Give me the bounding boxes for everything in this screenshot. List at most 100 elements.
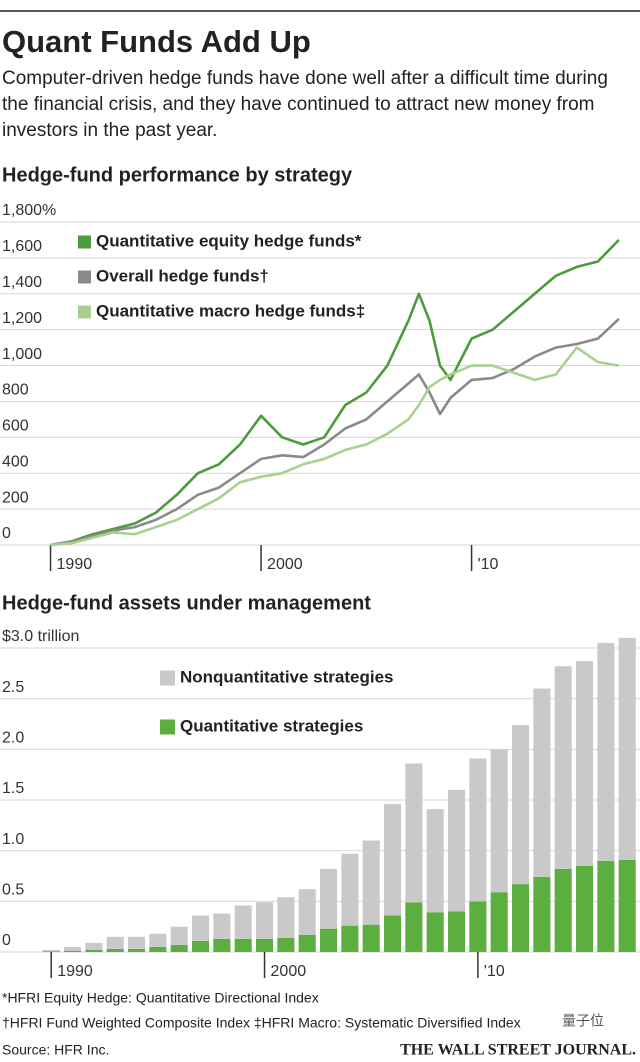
footnote: †HFRI Fund Weighted Composite Index ‡HFR… — [2, 1015, 521, 1031]
bar-segment — [320, 868, 338, 929]
bar-segment — [490, 892, 508, 952]
y-tick-label: 2.5 — [2, 679, 24, 696]
bar-segment — [362, 840, 380, 925]
y-tick-label: 1,400 — [2, 274, 42, 291]
y-tick-label: 0 — [2, 932, 11, 949]
bar-segment — [384, 915, 402, 952]
legend-swatch — [78, 235, 91, 249]
line-series — [50, 317, 620, 547]
bar-segment — [149, 946, 167, 952]
bar-segment — [85, 949, 103, 952]
y-tick-label: 600 — [2, 418, 29, 435]
bar-segment — [597, 642, 615, 861]
y-tick-label: 1,600 — [2, 238, 42, 255]
line-series — [50, 346, 620, 547]
bar-segment — [170, 944, 188, 952]
chart-title: Hedge-fund performance by strategy — [2, 164, 353, 186]
bar-segment — [533, 688, 551, 878]
y-tick-label: 1.0 — [2, 831, 24, 848]
bar-segment — [256, 902, 274, 939]
bar-segment — [618, 637, 636, 860]
bar-segment — [362, 924, 380, 952]
bar-segment — [576, 865, 594, 952]
bar-segment — [106, 936, 124, 949]
bar-segment — [618, 859, 636, 952]
legend-label: Quantitative macro hedge funds‡ — [96, 301, 365, 320]
legend-swatch — [78, 305, 91, 319]
x-tick-label: 2000 — [267, 556, 303, 573]
bar-segment — [256, 938, 274, 952]
y-tick-label: 800 — [2, 382, 29, 399]
bar-segment — [234, 938, 252, 952]
publisher: THE WALL STREET JOURNAL. — [400, 1042, 636, 1059]
y-tick-label: 1.5 — [2, 780, 24, 797]
bar-segment — [512, 884, 530, 952]
bar-segment — [490, 749, 508, 893]
bar-segment — [341, 925, 359, 952]
bar-segment — [448, 789, 466, 912]
bar-segment — [554, 868, 572, 952]
bar-segment — [554, 666, 572, 869]
y-tick-label: $3.0 trillion — [2, 628, 79, 645]
y-tick-label: 200 — [2, 489, 29, 506]
bar-segment — [426, 912, 444, 952]
bar-segment — [298, 889, 316, 935]
bar-segment — [533, 877, 551, 952]
bar-segment — [234, 905, 252, 939]
bar-segment — [42, 951, 60, 952]
bar-segment — [213, 913, 231, 939]
watermark: 量子位 — [562, 1013, 604, 1029]
y-tick-label: 0.5 — [2, 882, 24, 899]
y-tick-label: 2.0 — [2, 730, 24, 747]
bar-segment — [106, 948, 124, 952]
bar-segment — [341, 853, 359, 926]
bar-segment — [469, 758, 487, 902]
bar-segment — [405, 902, 423, 952]
y-tick-label: 1,000 — [2, 346, 42, 363]
y-tick-label: 1,800% — [2, 202, 56, 219]
y-tick-label: 400 — [2, 453, 29, 470]
legend-label: Overall hedge funds† — [96, 266, 269, 285]
x-tick-label: 1990 — [57, 556, 93, 573]
chart-title: Hedge-fund assets under management — [2, 592, 371, 614]
legend-label: Quantitative strategies — [180, 716, 363, 735]
bar-segment — [277, 897, 295, 938]
bar-segment — [512, 725, 530, 885]
x-tick-label: '10 — [478, 556, 499, 573]
y-tick-label: 1,200 — [2, 310, 42, 327]
source: Source: HFR Inc. — [2, 1042, 109, 1058]
line-series — [50, 238, 620, 547]
legend-swatch — [160, 670, 175, 686]
subtitle: Computer-driven hedge funds have done we… — [2, 68, 608, 141]
bar-segment — [192, 940, 210, 952]
x-tick-label: '10 — [484, 963, 505, 980]
bar-segment — [405, 763, 423, 903]
bar-segment — [192, 915, 210, 941]
bar-segment — [149, 933, 167, 947]
x-tick-label: 1990 — [57, 963, 93, 980]
bar-segment — [64, 950, 82, 952]
bar-segment — [320, 928, 338, 952]
bar-segment — [85, 942, 103, 950]
bar-segment — [469, 901, 487, 952]
bar-segment — [448, 911, 466, 952]
legend-label: Nonquantitative strategies — [180, 667, 394, 686]
x-tick-label: 2000 — [271, 963, 307, 980]
bar-segment — [128, 948, 146, 952]
page-title: Quant Funds Add Up — [2, 24, 311, 59]
legend-swatch — [160, 719, 175, 735]
legend-swatch — [78, 270, 91, 284]
bar-segment — [128, 936, 146, 949]
bar-segment — [277, 937, 295, 952]
bar-segment — [298, 934, 316, 952]
y-tick-label: 0 — [2, 525, 11, 542]
bar-segment — [576, 661, 594, 866]
bar-segment — [213, 938, 231, 952]
bar-segment — [597, 860, 615, 952]
bar-segment — [426, 809, 444, 913]
bar-segment — [384, 804, 402, 916]
bar-segment — [170, 926, 188, 945]
bar-segment — [42, 949, 60, 952]
